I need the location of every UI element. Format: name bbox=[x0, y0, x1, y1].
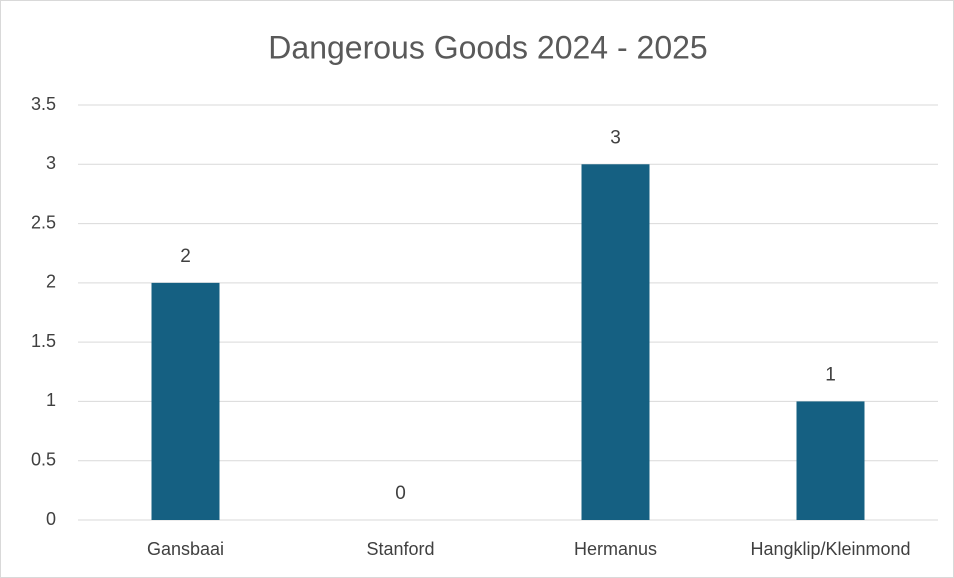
x-tick-label: Hermanus bbox=[574, 539, 657, 559]
y-tick-label: 0 bbox=[46, 509, 56, 529]
bar bbox=[581, 164, 650, 521]
y-tick-label: 3.5 bbox=[31, 94, 56, 114]
data-label: 1 bbox=[825, 364, 836, 385]
y-tick-label: 2.5 bbox=[31, 212, 56, 232]
x-tick-label: Stanford bbox=[366, 539, 434, 559]
x-tick-label: Hangklip/Kleinmond bbox=[750, 539, 910, 559]
y-tick-label: 1.5 bbox=[31, 331, 56, 351]
bar bbox=[796, 401, 865, 520]
bar bbox=[151, 282, 220, 520]
chart-title: Dangerous Goods 2024 - 2025 bbox=[268, 29, 707, 65]
y-tick-label: 3 bbox=[46, 153, 56, 173]
x-tick-label: Gansbaai bbox=[147, 539, 224, 559]
y-tick-label: 2 bbox=[46, 272, 56, 292]
data-label: 0 bbox=[395, 483, 406, 504]
y-tick-label: 1 bbox=[46, 390, 56, 410]
y-tick-label: 0.5 bbox=[31, 449, 56, 469]
data-label: 2 bbox=[180, 246, 191, 267]
data-label: 3 bbox=[610, 127, 621, 148]
